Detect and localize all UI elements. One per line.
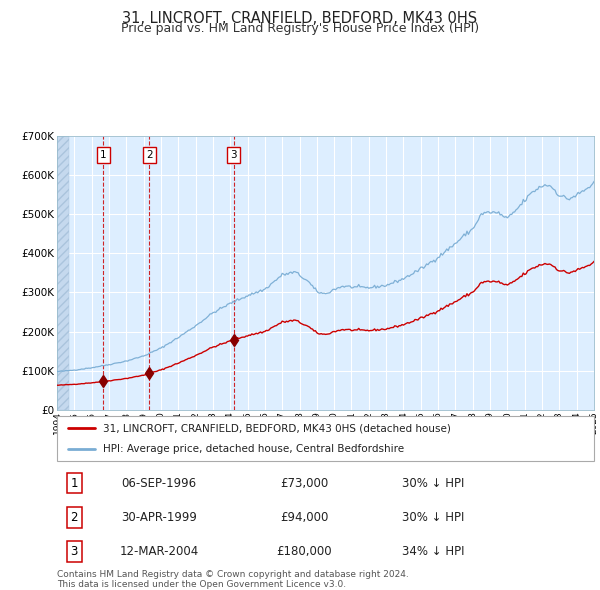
Text: 2: 2 [70, 511, 78, 524]
Text: 31, LINCROFT, CRANFIELD, BEDFORD, MK43 0HS: 31, LINCROFT, CRANFIELD, BEDFORD, MK43 0… [122, 11, 478, 25]
FancyBboxPatch shape [57, 416, 594, 461]
Text: 3: 3 [70, 545, 78, 558]
Text: £73,000: £73,000 [280, 477, 328, 490]
Text: 34% ↓ HPI: 34% ↓ HPI [401, 545, 464, 558]
Text: 30-APR-1999: 30-APR-1999 [121, 511, 197, 524]
Text: 2: 2 [146, 150, 152, 160]
Text: 1: 1 [100, 150, 107, 160]
Bar [57, 136, 69, 410]
Text: 30% ↓ HPI: 30% ↓ HPI [402, 477, 464, 490]
Text: 12-MAR-2004: 12-MAR-2004 [119, 545, 199, 558]
Text: Contains HM Land Registry data © Crown copyright and database right 2024.
This d: Contains HM Land Registry data © Crown c… [57, 570, 409, 589]
Text: 06-SEP-1996: 06-SEP-1996 [121, 477, 197, 490]
Text: £94,000: £94,000 [280, 511, 328, 524]
Text: 3: 3 [230, 150, 237, 160]
Text: Price paid vs. HM Land Registry's House Price Index (HPI): Price paid vs. HM Land Registry's House … [121, 22, 479, 35]
Text: 1: 1 [70, 477, 78, 490]
Text: £180,000: £180,000 [276, 545, 332, 558]
Text: HPI: Average price, detached house, Central Bedfordshire: HPI: Average price, detached house, Cent… [103, 444, 404, 454]
Text: 30% ↓ HPI: 30% ↓ HPI [402, 511, 464, 524]
Text: 31, LINCROFT, CRANFIELD, BEDFORD, MK43 0HS (detached house): 31, LINCROFT, CRANFIELD, BEDFORD, MK43 0… [103, 423, 451, 433]
